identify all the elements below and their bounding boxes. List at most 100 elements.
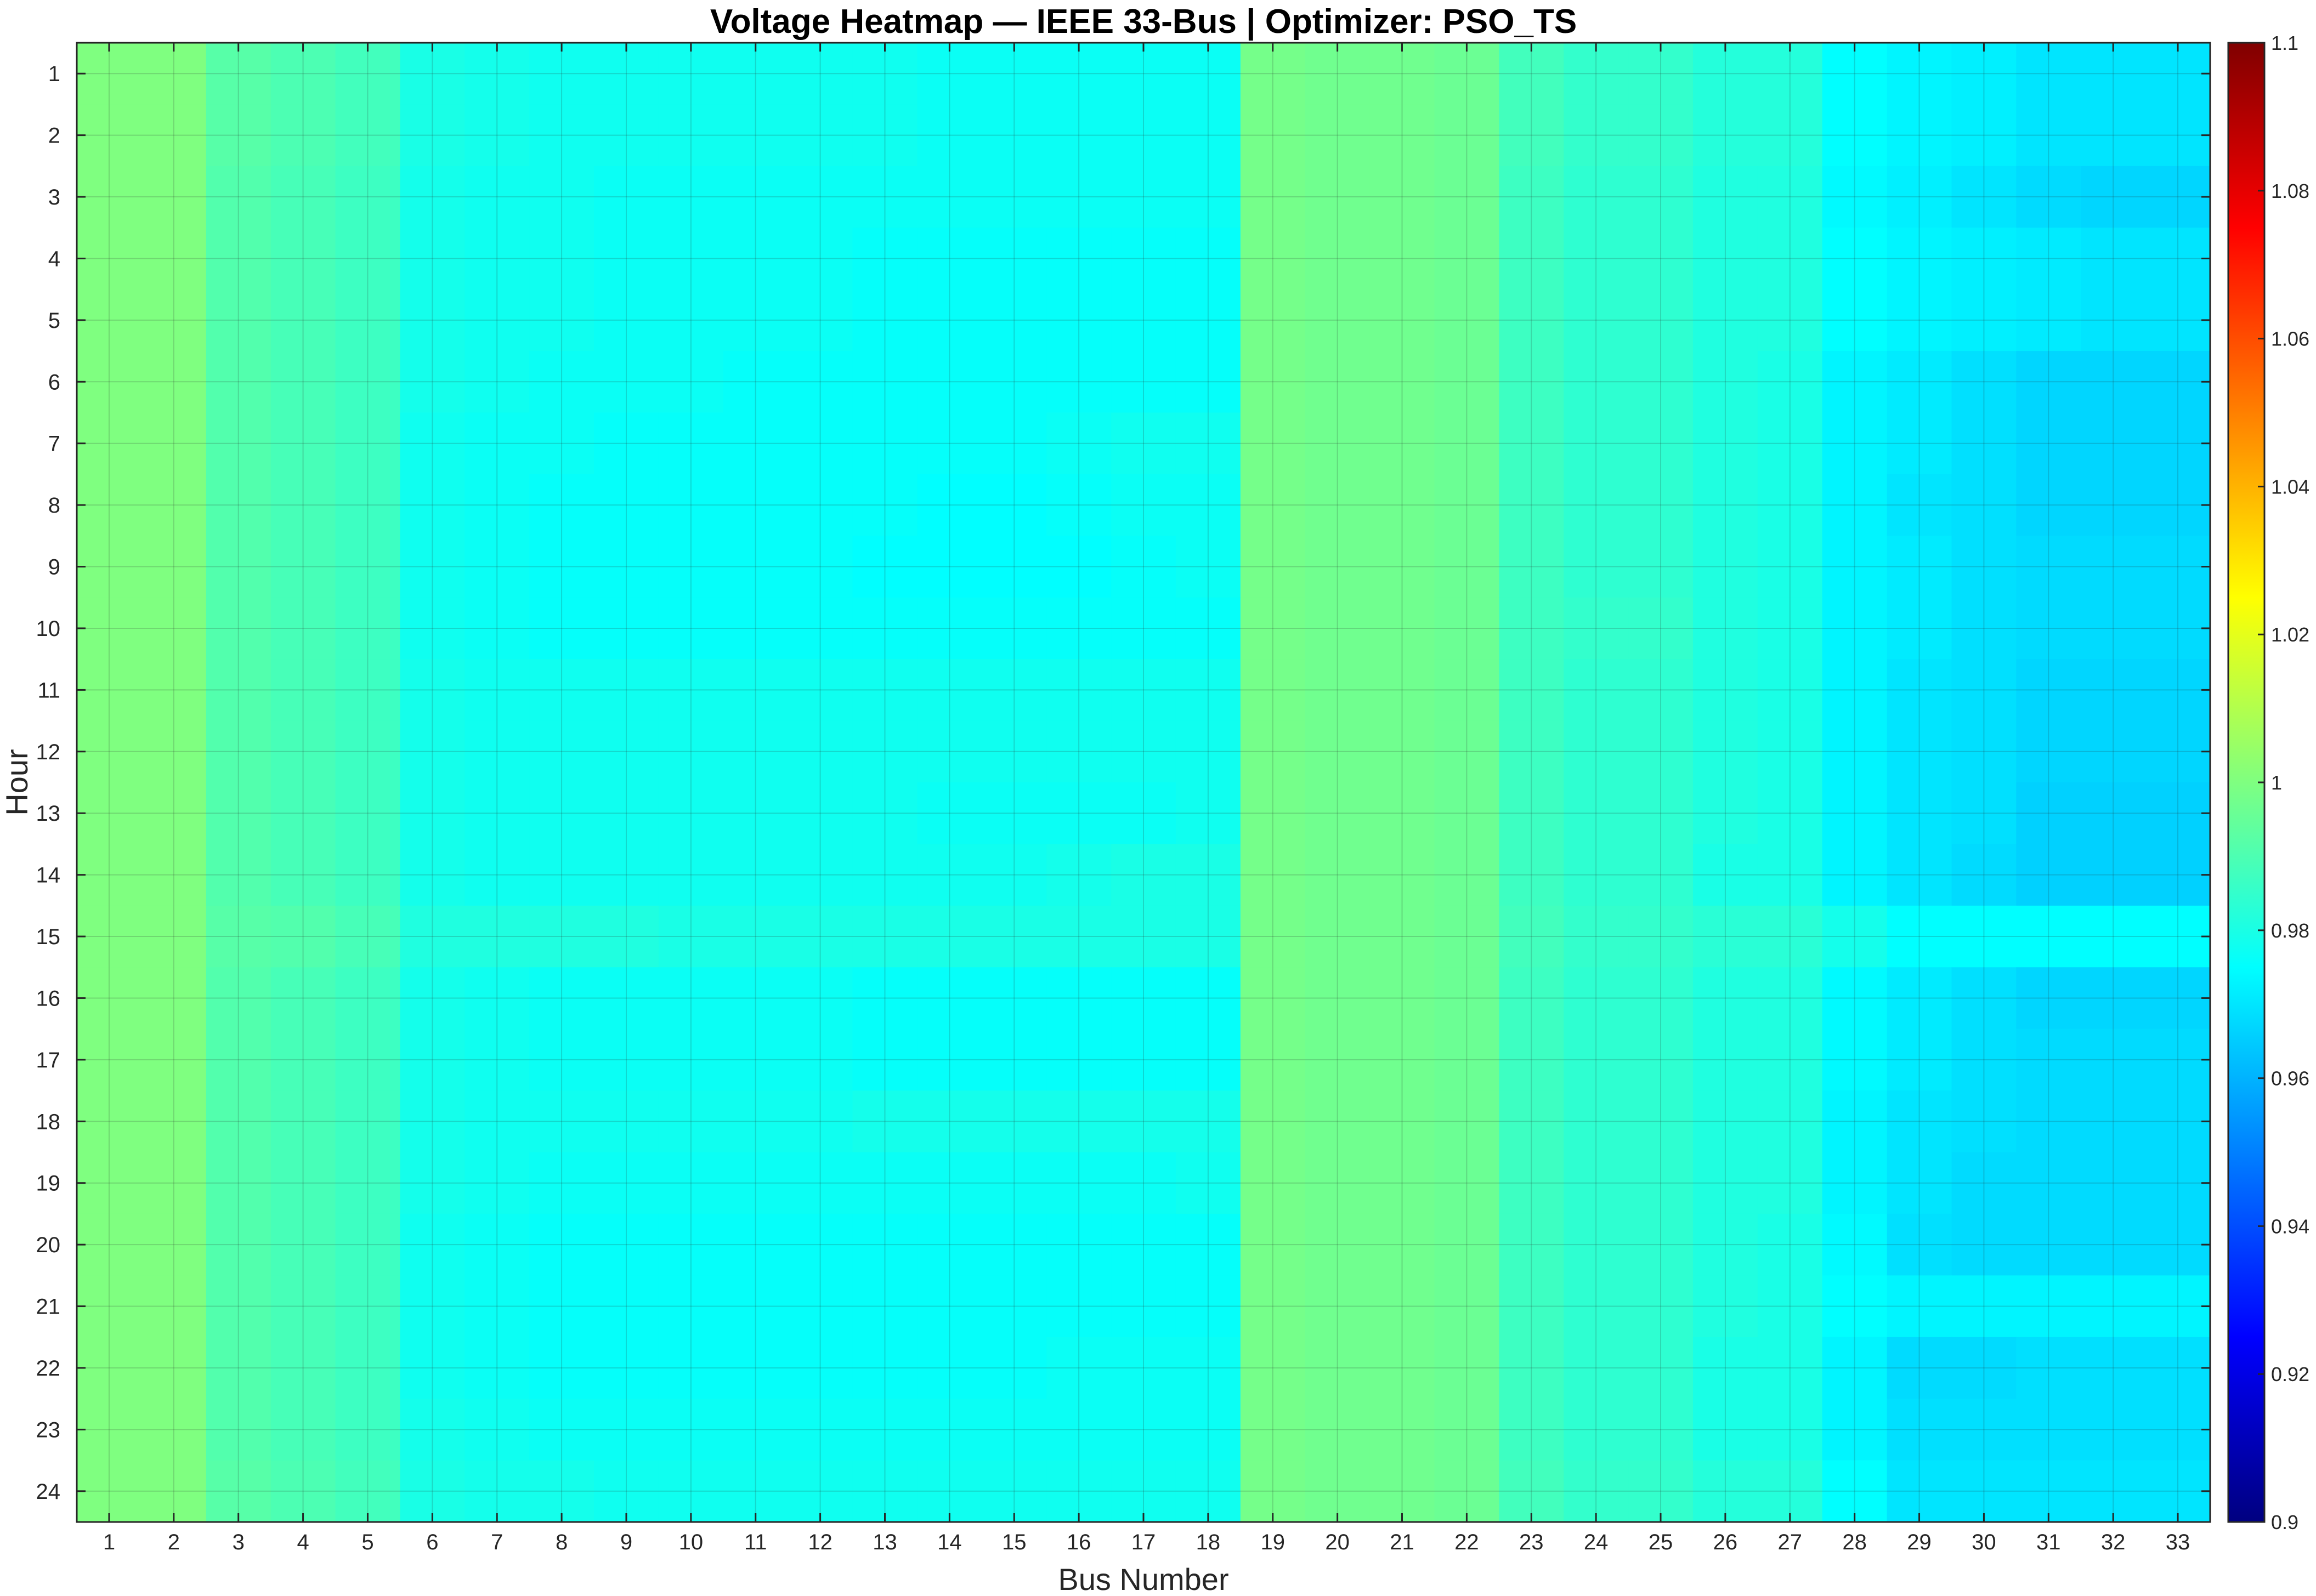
heatmap-cell — [1628, 1337, 1694, 1399]
heatmap-cell — [658, 1399, 724, 1461]
heatmap-cell — [141, 967, 207, 1030]
heatmap-cell — [1822, 1399, 1888, 1461]
heatmap-cell — [1628, 844, 1694, 906]
heatmap-cell — [1887, 474, 1952, 536]
heatmap-cell — [1757, 597, 1823, 660]
heatmap-cell — [1692, 1275, 1758, 1338]
heatmap-cell — [1564, 536, 1629, 598]
heatmap-cell — [658, 1460, 724, 1523]
heatmap-cell — [1692, 536, 1758, 598]
heatmap-cell — [917, 1399, 982, 1461]
x-tick-label: 28 — [1842, 1530, 1867, 1554]
heatmap-cell — [1175, 104, 1241, 167]
heatmap-cell — [1628, 1213, 1694, 1276]
heatmap-cell — [723, 1213, 789, 1276]
heatmap-cell — [1111, 104, 1176, 167]
heatmap-cell — [529, 536, 594, 598]
heatmap-cell — [1434, 536, 1499, 598]
heatmap-cell — [400, 597, 465, 660]
heatmap-cell — [1822, 228, 1888, 290]
heatmap-cell — [594, 844, 659, 906]
heatmap-cell — [658, 43, 724, 105]
heatmap-cell — [77, 1399, 142, 1461]
heatmap-cell — [1175, 1460, 1241, 1523]
heatmap-cell — [1951, 1275, 2017, 1338]
heatmap-cell — [1822, 720, 1888, 783]
heatmap-cell — [1692, 1399, 1758, 1461]
heatmap-cell — [1046, 720, 1112, 783]
heatmap-cell — [788, 228, 853, 290]
heatmap-cell — [1628, 166, 1694, 228]
chart-title: Voltage Heatmap — IEEE 33-Bus | Optimize… — [710, 3, 1577, 41]
heatmap-cell — [206, 1213, 271, 1276]
heatmap-cell — [1369, 1460, 1435, 1523]
heatmap-cell — [1240, 536, 1306, 598]
heatmap-cell — [1499, 1213, 1564, 1276]
heatmap-cell — [1564, 166, 1629, 228]
heatmap-cell — [1499, 536, 1564, 598]
heatmap-cell — [270, 720, 336, 783]
heatmap-cell — [1564, 1399, 1629, 1461]
colorbar-ticks: 0.9 0.92 0.94 0.96 0.98 1 1.02 1.04 1.06 1.08 1.1 — [2258, 32, 2309, 1533]
heatmap-cell — [1628, 228, 1694, 290]
heatmap-cell — [852, 474, 918, 536]
heatmap-cell — [529, 1399, 594, 1461]
heatmap-cell — [465, 1213, 530, 1276]
heatmap-cell — [1887, 720, 1952, 783]
heatmap-cell — [982, 474, 1047, 536]
heatmap-cell — [1822, 844, 1888, 906]
heatmap-cell — [1046, 536, 1112, 598]
heatmap-cell — [2145, 720, 2211, 783]
heatmap-cell — [658, 1275, 724, 1338]
heatmap-cell — [2016, 474, 2081, 536]
heatmap-cell — [1757, 536, 1823, 598]
heatmap-cell — [723, 720, 789, 783]
heatmap-cell — [852, 967, 918, 1030]
heatmap-cell — [982, 351, 1047, 413]
heatmap-cell — [658, 412, 724, 475]
y-tick-label: 1 — [48, 62, 60, 86]
x-tick-label: 11 — [744, 1530, 767, 1554]
heatmap-cell — [594, 659, 659, 722]
colorbar-tick-label: 0.92 — [2271, 1363, 2309, 1385]
heatmap-cell — [1822, 166, 1888, 228]
heatmap-cell — [1887, 412, 1952, 475]
heatmap-cell — [335, 289, 400, 351]
heatmap-cell — [1046, 597, 1112, 660]
heatmap-cell — [1434, 1152, 1499, 1214]
heatmap-cell — [2016, 228, 2081, 290]
heatmap-cell — [1499, 1399, 1564, 1461]
y-tick-label: 6 — [48, 370, 60, 394]
colorbar-tick-label: 1.02 — [2271, 623, 2309, 646]
x-tick-label: 21 — [1390, 1530, 1414, 1554]
heatmap-cell — [594, 597, 659, 660]
heatmap-cell — [1499, 289, 1564, 351]
heatmap-cell — [1305, 228, 1371, 290]
x-tick-label: 9 — [620, 1530, 632, 1554]
heatmap-cell — [788, 536, 853, 598]
heatmap-cell — [1369, 1029, 1435, 1091]
heatmap-cell — [1951, 104, 2017, 167]
heatmap-cell — [1499, 1460, 1564, 1523]
heatmap-cell — [1757, 1213, 1823, 1276]
heatmap-cell — [1046, 351, 1112, 413]
heatmap-cell — [206, 412, 271, 475]
y-tick-label: 17 — [36, 1048, 61, 1072]
heatmap-cell — [1111, 1090, 1176, 1153]
heatmap-cell — [1175, 228, 1241, 290]
heatmap-cell — [1692, 1460, 1758, 1523]
x-tick-label: 6 — [426, 1530, 438, 1554]
heatmap-cell — [852, 597, 918, 660]
heatmap-cell — [658, 166, 724, 228]
heatmap-cell — [77, 1460, 142, 1523]
heatmap-cell — [594, 474, 659, 536]
heatmap-cell — [1434, 1399, 1499, 1461]
heatmap-cell — [723, 104, 789, 167]
heatmap-cell — [594, 43, 659, 105]
heatmap-cell — [982, 1460, 1047, 1523]
heatmap-cell — [77, 597, 142, 660]
heatmap-cell — [270, 166, 336, 228]
heatmap-cell — [1499, 967, 1564, 1030]
heatmap-cell — [723, 536, 789, 598]
heatmap-cell — [1305, 43, 1371, 105]
